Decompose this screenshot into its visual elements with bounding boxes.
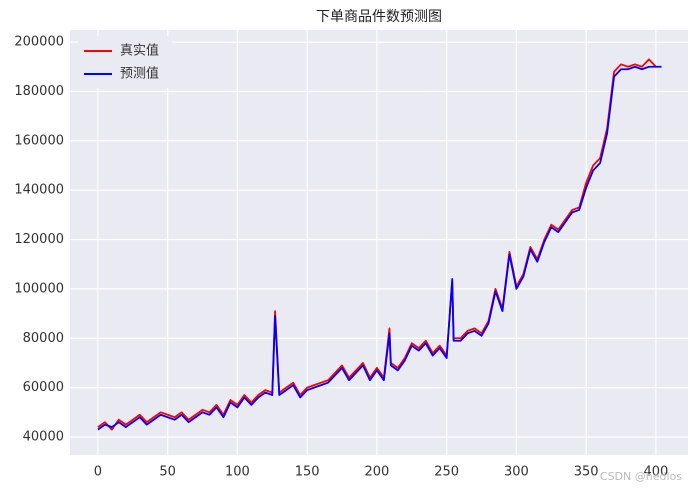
watermark: CSDN @hedlos — [600, 470, 682, 483]
y-tick-label: 120000 — [14, 232, 64, 247]
plot-area — [70, 30, 688, 455]
x-tick-label: 400 — [644, 465, 669, 480]
y-tick-label: 80000 — [23, 331, 64, 346]
x-tick-label: 250 — [434, 465, 459, 480]
chart-title: 下单商品件数预测图 — [316, 9, 442, 25]
x-tick-label: 50 — [159, 465, 176, 480]
y-tick-label: 40000 — [23, 429, 64, 444]
y-tick-label: 140000 — [14, 183, 64, 198]
y-tick-label: 100000 — [14, 281, 64, 296]
x-tick-label: 0 — [94, 465, 102, 480]
x-tick-label: 150 — [295, 465, 320, 480]
y-tick-label: 200000 — [14, 35, 64, 50]
legend-label: 预测值 — [120, 66, 159, 82]
legend-label: 真实值 — [120, 43, 159, 59]
x-tick-label: 200 — [364, 465, 389, 480]
series-line — [97, 65, 662, 431]
x-tick-label: 100 — [225, 465, 250, 480]
y-tick-label: 60000 — [23, 380, 64, 395]
x-tick-label: 300 — [504, 465, 529, 480]
x-tick-label: 350 — [574, 465, 599, 480]
series-line — [97, 58, 657, 431]
y-tick-label: 160000 — [14, 133, 64, 148]
y-tick-label: 180000 — [14, 84, 64, 99]
